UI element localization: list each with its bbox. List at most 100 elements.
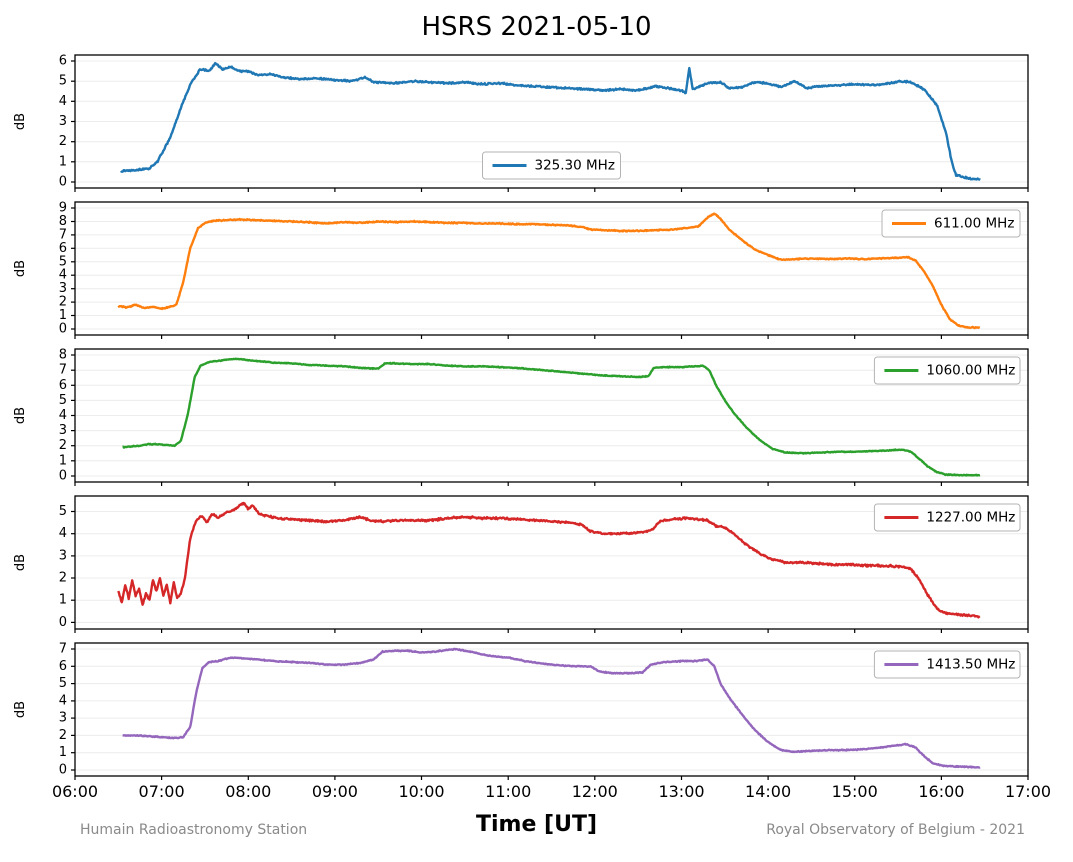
- legend-box: [873, 356, 1021, 385]
- y-tick-label: 3: [59, 548, 67, 563]
- legend: 1060.00 MHz: [873, 356, 1021, 385]
- gridlines: [75, 354, 1028, 477]
- y-tick-label: 0: [59, 763, 67, 778]
- x-tick-label: 09:00: [312, 782, 358, 801]
- y-tick-label: 4: [59, 526, 67, 541]
- y-tick-label: 1: [59, 745, 67, 760]
- legend-label: 325.30 MHz: [535, 158, 615, 174]
- y-axis: 0 1 2 3 4 5: [59, 504, 75, 630]
- y-tick-label: 4: [59, 268, 67, 283]
- y-tick-label: 3: [59, 711, 67, 726]
- y-tick-label: 1: [59, 308, 67, 323]
- y-tick-label: 4: [59, 693, 67, 708]
- legend-label: 1227.00 MHz: [926, 510, 1015, 526]
- legend: 325.30 MHz: [482, 151, 621, 180]
- station-credit: Humain Radioastronomy Station: [80, 822, 308, 838]
- y-tick-label: 2: [59, 134, 67, 149]
- legend: 611.00 MHz: [881, 209, 1021, 238]
- y-tick-label: 2: [59, 295, 67, 310]
- y-tick-label: 3: [59, 281, 67, 296]
- axes-frame: [74, 642, 1029, 777]
- y-tick-label: 6: [59, 241, 67, 256]
- legend-label: 1413.50 MHz: [926, 657, 1015, 673]
- y-tick-label: 6: [59, 378, 67, 393]
- y-tick-label: 7: [59, 227, 67, 242]
- observatory-credit: Royal Observatory of Belgium - 2021: [766, 822, 1025, 838]
- y-tick-label: 0: [59, 615, 67, 630]
- y-tick-label: 1: [59, 154, 67, 169]
- x-tick-label: 14:00: [745, 782, 791, 801]
- y-tick-label: 2: [59, 438, 67, 453]
- subplot-325.30-mhz: 0 1 2 3 4 5 6 dB 325.30 MHz: [13, 54, 1029, 192]
- y-tick-label: 5: [59, 504, 67, 519]
- x-tick-label: 15:00: [832, 782, 878, 801]
- legend-box: [881, 209, 1021, 238]
- chart-title: HSRS 2021-05-10: [421, 12, 652, 42]
- series-line: [117, 212, 981, 330]
- y-tick-label: 4: [59, 94, 67, 109]
- y-tick-label: 0: [59, 469, 67, 484]
- x-tick-label: 13:00: [658, 782, 704, 801]
- y-tick-label: 6: [59, 54, 67, 69]
- y-axis: 0 1 2 3 4 5 6 7: [59, 642, 75, 778]
- gridlines: [75, 511, 1028, 623]
- y-tick-label: 5: [59, 74, 67, 89]
- subplot-1413.50-mhz: 0 1 2 3 4 5 6 7 dB 06:00 07:00 08:00 09:00 10:00 11:00…: [13, 642, 1051, 802]
- y-axis: 0 1 2 3 4 5 6: [59, 54, 75, 190]
- x-axis: 06:00 07:00 08:00 09:00 10:00 11:00 12:00 13:00…: [52, 776, 1051, 801]
- y-tick-label: 7: [59, 363, 67, 378]
- y-tick-label: 2: [59, 571, 67, 586]
- x-axis: [74, 482, 1029, 486]
- y-tick-label: 4: [59, 408, 67, 423]
- y-axis-label: dB: [13, 260, 28, 277]
- y-tick-label: 5: [59, 676, 67, 691]
- x-tick-label: 12:00: [572, 782, 618, 801]
- axes-frame: [74, 495, 1029, 630]
- y-tick-label: 8: [59, 214, 67, 229]
- x-axis: [74, 188, 1029, 192]
- y-axis-label: dB: [13, 113, 28, 130]
- legend-box: [873, 503, 1021, 532]
- y-tick-label: 1: [59, 453, 67, 468]
- x-tick-label: 08:00: [225, 782, 271, 801]
- legend-label: 611.00 MHz: [934, 216, 1014, 232]
- legend-label: 1060.00 MHz: [926, 363, 1015, 379]
- y-tick-label: 6: [59, 659, 67, 674]
- x-axis-title: Time [UT]: [475, 812, 598, 837]
- x-tick-label: 16:00: [918, 782, 964, 801]
- series-line: [117, 501, 981, 619]
- series-line: [122, 647, 981, 769]
- y-tick-label: 1: [59, 593, 67, 608]
- y-tick-label: 0: [59, 322, 67, 337]
- x-tick-label: 10:00: [398, 782, 444, 801]
- x-tick-label: 06:00: [52, 782, 98, 801]
- gridlines: [75, 207, 1028, 330]
- y-tick-label: 0: [59, 175, 67, 190]
- y-tick-label: 3: [59, 114, 67, 129]
- x-axis: [74, 335, 1029, 339]
- legend-box: [873, 650, 1021, 679]
- legend-box: [482, 151, 621, 180]
- legend: 1413.50 MHz: [873, 650, 1021, 679]
- series-line: [122, 357, 981, 477]
- y-tick-label: 2: [59, 728, 67, 743]
- y-axis-label: dB: [13, 701, 28, 718]
- subplot-1227.00-mhz: 0 1 2 3 4 5 dB 1227.00 MHz: [13, 495, 1029, 633]
- y-tick-label: 5: [59, 393, 67, 408]
- gridlines: [75, 648, 1028, 771]
- y-tick-label: 9: [59, 201, 67, 216]
- y-tick-label: 8: [59, 348, 67, 363]
- y-tick-label: 3: [59, 423, 67, 438]
- x-axis: [74, 629, 1029, 633]
- y-tick-label: 5: [59, 254, 67, 269]
- y-axis-label: dB: [13, 407, 28, 424]
- y-axis-label: dB: [13, 554, 28, 571]
- x-tick-label: 11:00: [485, 782, 531, 801]
- x-tick-label: 17:00: [1005, 782, 1051, 801]
- axes-frame: [74, 201, 1029, 336]
